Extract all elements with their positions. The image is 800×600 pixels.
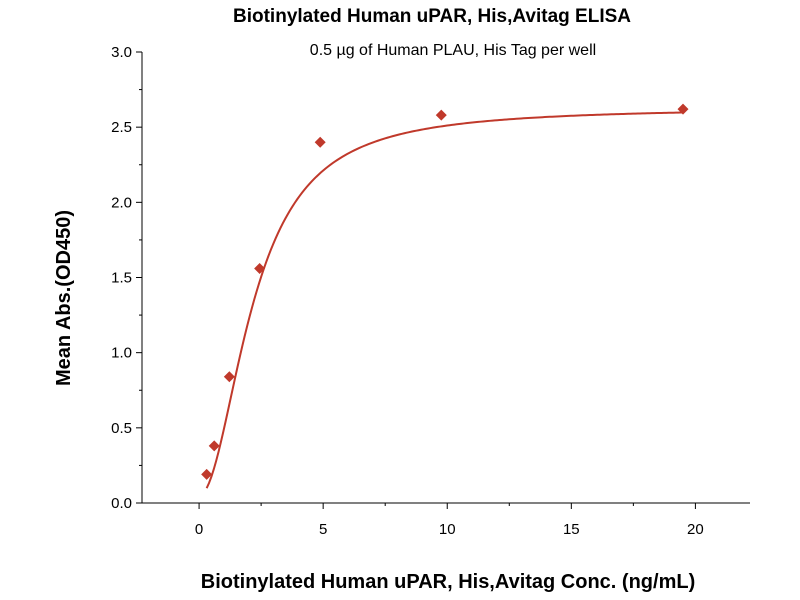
x-axis-label: Biotinylated Human uPAR, His,Avitag Conc… [201,571,695,593]
data-point [254,262,266,274]
x-tick-label: 15 [563,521,580,538]
x-tick-label: 10 [439,521,456,538]
y-axis-label: Mean Abs.(OD450) [53,210,75,386]
fit-curve [205,111,684,489]
y-tick-label: 2.0 [111,194,132,211]
y-tick-label: 2.5 [111,119,132,136]
y-tick-label: 0.5 [111,420,132,437]
ticks: 0.0 0.5 1.0 1.5 2.0 2.5 3.0 0 5 10 15 20 [111,44,704,538]
y-tick-label: 0.0 [111,495,132,512]
y-tick-label: 1.0 [111,345,132,362]
x-tick-label: 20 [687,521,704,538]
axes [141,52,750,504]
data-point [314,136,326,148]
data-point [435,109,447,121]
data-points [201,103,689,480]
x-tick-label: 0 [195,521,203,538]
data-point [677,103,689,115]
chart-subtitle: 0.5 µg of Human PLAU, His Tag per well [310,42,596,59]
fit-curve-layer [205,111,684,489]
y-tick-label: 3.0 [111,44,132,61]
data-point [208,440,220,452]
x-tick-label: 5 [319,521,327,538]
y-tick-label: 1.5 [111,270,132,287]
data-point [201,468,213,480]
data-point [223,371,235,383]
chart-title: Biotinylated Human uPAR, His,Avitag ELIS… [233,6,631,27]
